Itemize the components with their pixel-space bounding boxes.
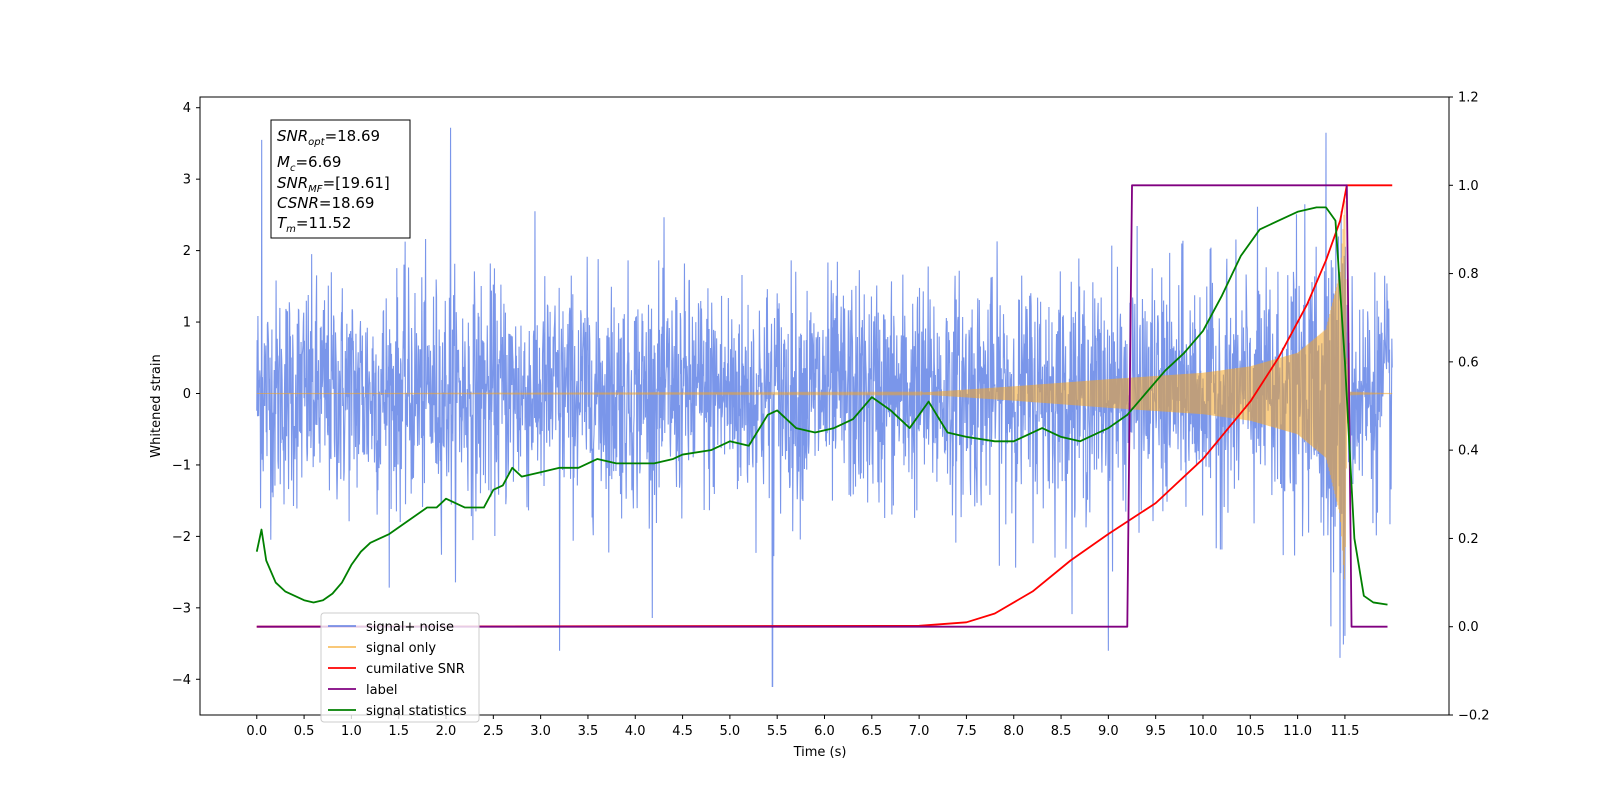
- x-tick-label: 1.0: [341, 724, 362, 739]
- annotation-line-snr-mf: SNRMF=[19.61]: [277, 174, 390, 195]
- y-tick-label: 0: [183, 387, 191, 402]
- legend-label-signal-statistics: signal statistics: [366, 704, 467, 719]
- y2-tick-label: 0.2: [1458, 532, 1479, 547]
- x-tick-label: 0.5: [294, 724, 315, 739]
- y2-tick-label: −0.2: [1458, 709, 1490, 724]
- y2-tick-label: 1.2: [1458, 91, 1479, 106]
- y-tick-label: 1: [183, 316, 191, 331]
- y2-tick-label: 0.0: [1458, 620, 1479, 635]
- annotation-box: [270, 119, 411, 239]
- y-axis-label: Whitened strain: [149, 354, 164, 457]
- series-line-signal-only: [256, 200, 1393, 580]
- x-tick-label: 8.5: [1051, 724, 1072, 739]
- x-tick-label: 9.0: [1098, 724, 1119, 739]
- series-line-signal-statistics: [255, 206, 1388, 606]
- y-tick-label: −1: [172, 458, 191, 473]
- y-tick-label: 3: [183, 173, 191, 188]
- y-axis-right: 1.2 1.0 0.8 0.6 0.4 0.2 0.0 −0.2: [1449, 91, 1490, 724]
- x-tick-label: 11.5: [1330, 724, 1359, 739]
- series-line-label: [256, 184, 1388, 628]
- y2-tick-label: 0.6: [1458, 355, 1479, 370]
- annotation-line-snr-opt: SNRopt=18.69: [277, 127, 380, 148]
- series-line-cumilative-snr: [256, 184, 1393, 628]
- x-tick-label: 2.0: [436, 724, 457, 739]
- annotation-line-csnr: CSNR=18.69: [277, 194, 374, 212]
- legend-label-signal-only: signal only: [366, 641, 436, 656]
- annotation-line-tm: Tm=11.52: [277, 214, 351, 235]
- x-tick-label: 4.5: [672, 724, 693, 739]
- x-tick-label: 3.0: [530, 724, 551, 739]
- annotation-line-mc: Mc=6.69: [277, 153, 341, 174]
- y2-tick-label: 0.8: [1458, 267, 1479, 282]
- x-tick-label: 7.0: [909, 724, 930, 739]
- x-tick-label: 3.5: [578, 724, 599, 739]
- y-tick-label: −4: [172, 673, 191, 688]
- x-tick-label: 7.5: [956, 724, 977, 739]
- legend-label-cumilative-snr: cumilative SNR: [366, 662, 465, 677]
- x-tick-label: 6.5: [861, 724, 882, 739]
- x-tick-label: 10.0: [1189, 724, 1218, 739]
- x-axis: 0.0 0.5 1.0 1.5 2.0 2.5 3.0 3.5 4.0 4.5 5.0 5.5 6.0 6…: [246, 715, 1359, 739]
- x-tick-label: 8.0: [1003, 724, 1024, 739]
- x-tick-label: 0.0: [246, 724, 267, 739]
- y2-tick-label: 1.0: [1458, 179, 1479, 194]
- y-tick-label: 4: [183, 101, 191, 116]
- y2-tick-label: 0.4: [1458, 444, 1479, 459]
- x-tick-label: 10.5: [1236, 724, 1265, 739]
- legend-label-label: label: [366, 683, 397, 698]
- x-tick-label: 6.0: [814, 724, 835, 739]
- x-tick-label: 5.0: [720, 724, 741, 739]
- x-axis-label: Time (s): [793, 745, 847, 760]
- x-tick-label: 4.0: [625, 724, 646, 739]
- legend-frame: [320, 612, 480, 723]
- x-tick-label: 5.5: [767, 724, 788, 739]
- legend: signal+ noise signal only cumilative SNR la…: [320, 612, 480, 723]
- x-tick-label: 11.0: [1283, 724, 1312, 739]
- x-tick-label: 1.5: [388, 724, 409, 739]
- legend-label-signal-noise: signal+ noise: [366, 620, 454, 635]
- x-tick-label: 2.5: [483, 724, 504, 739]
- y-axis-left: 4 3 2 1 0 −1 −2 −3 −4: [172, 101, 200, 688]
- plot-area: [255, 127, 1393, 687]
- y-tick-label: 2: [183, 244, 191, 259]
- stats-annotation: SNRopt=18.69 Mc=6.69 SNRMF=[19.61] CSNR=…: [270, 119, 411, 239]
- y-tick-label: −3: [172, 601, 191, 616]
- x-tick-label: 9.5: [1145, 724, 1166, 739]
- y-tick-label: −2: [172, 530, 191, 545]
